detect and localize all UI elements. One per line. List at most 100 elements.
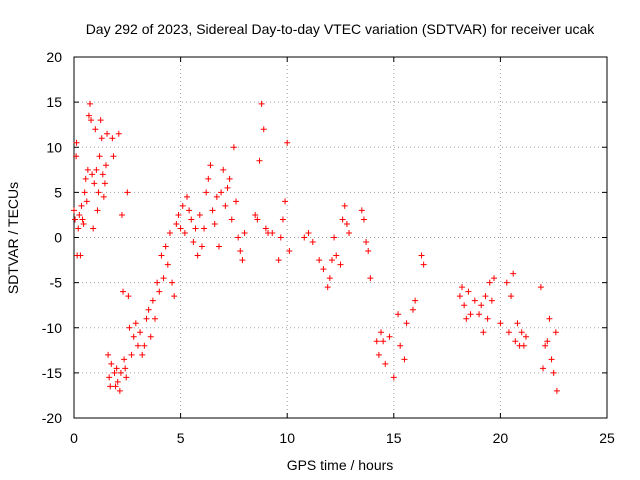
data-point [373, 338, 380, 345]
data-point [235, 234, 242, 241]
y-tick-label: -20 [42, 410, 62, 426]
data-point [73, 153, 80, 160]
data-point [113, 365, 120, 372]
data-point [110, 153, 117, 160]
data-point [522, 333, 529, 340]
data-point [375, 351, 382, 358]
data-point [220, 166, 227, 173]
data-point [269, 229, 276, 236]
data-point [188, 216, 195, 223]
data-point [491, 275, 498, 282]
data-point [105, 351, 112, 358]
data-point [503, 279, 510, 286]
data-point [482, 293, 489, 300]
data-point [514, 320, 521, 327]
data-point [341, 202, 348, 209]
data-point [203, 189, 210, 196]
data-point [82, 175, 89, 182]
data-point [100, 193, 107, 200]
data-point [358, 207, 365, 214]
data-point [207, 162, 214, 169]
data-point [147, 333, 154, 340]
data-point [326, 275, 333, 282]
data-point [241, 229, 248, 236]
data-point [106, 374, 113, 381]
data-point [160, 275, 167, 282]
data-point [164, 261, 171, 268]
data-point [123, 374, 130, 381]
data-point [222, 202, 229, 209]
data-point [156, 288, 163, 295]
data-point [83, 198, 90, 205]
data-point [365, 248, 372, 255]
data-point [420, 261, 427, 268]
data-point [116, 387, 123, 394]
data-point [126, 324, 133, 331]
data-point [173, 220, 180, 227]
data-point [459, 284, 466, 291]
data-point [75, 225, 82, 232]
data-point [125, 293, 132, 300]
data-point [166, 229, 173, 236]
data-point [117, 369, 124, 376]
y-tick-label: 15 [46, 94, 62, 110]
data-point [224, 184, 231, 191]
data-point [510, 270, 517, 277]
y-tick-label: 20 [46, 49, 62, 65]
data-point [480, 329, 487, 336]
data-point [386, 333, 393, 340]
data-point [158, 252, 165, 259]
data-point [339, 216, 346, 223]
data-point [196, 211, 203, 218]
y-axis-label: SDTVAR / TECUs [5, 182, 21, 294]
data-point [141, 342, 148, 349]
data-point [508, 293, 515, 300]
data-point [104, 130, 111, 137]
data-point [484, 315, 491, 322]
data-point [86, 100, 93, 107]
data-point [137, 329, 144, 336]
data-point [72, 216, 79, 223]
data-point [194, 252, 201, 259]
data-point [95, 189, 102, 196]
y-tick-label: -15 [42, 365, 62, 381]
data-point [186, 207, 193, 214]
data-point [478, 302, 485, 309]
data-point [486, 279, 493, 286]
data-point [360, 216, 367, 223]
data-point [328, 257, 335, 264]
data-point [262, 225, 269, 232]
data-point [544, 338, 551, 345]
data-point [320, 266, 327, 273]
data-point [101, 180, 108, 187]
data-point [111, 369, 118, 376]
data-point [254, 216, 261, 223]
data-point [94, 207, 101, 214]
y-tick-label: -10 [42, 320, 62, 336]
data-point [171, 293, 178, 300]
data-point [476, 311, 483, 318]
x-tick-label: 25 [599, 430, 615, 446]
data-point [256, 157, 263, 164]
data-point [230, 144, 237, 151]
data-point [121, 356, 128, 363]
data-point [78, 202, 85, 209]
data-point [275, 257, 282, 264]
plot-frame [73, 56, 608, 419]
data-point [403, 320, 410, 327]
data-point [192, 225, 199, 232]
data-point [548, 356, 555, 363]
data-point [252, 211, 259, 218]
data-point [465, 288, 472, 295]
data-point [92, 126, 99, 133]
data-point [112, 383, 119, 390]
data-point [162, 243, 169, 250]
data-point [211, 220, 218, 227]
data-point [177, 225, 184, 232]
data-point [149, 297, 156, 304]
data-point [109, 135, 116, 142]
data-point [226, 175, 233, 182]
data-point [218, 189, 225, 196]
data-point [215, 243, 222, 250]
